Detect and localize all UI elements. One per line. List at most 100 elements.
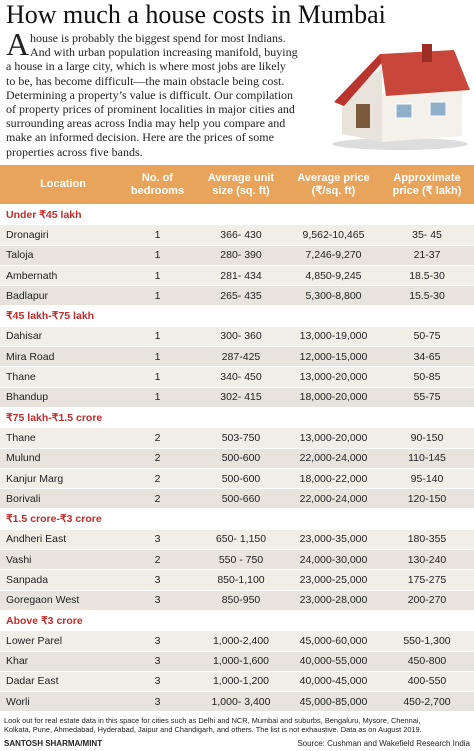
cell: 18,000-22,000: [299, 472, 368, 485]
cell: 45,000-85,000: [299, 695, 368, 708]
band-name: ₹1.5 crore-₹3 crore: [6, 513, 102, 526]
header-line: Approximate: [393, 171, 461, 184]
cell: 3: [154, 573, 161, 586]
cell: 1: [154, 249, 161, 262]
cell: 1: [154, 391, 161, 404]
footnote: Look out for real estate data in this sp…: [4, 716, 422, 734]
cell: 265- 435: [220, 289, 262, 302]
header-line: Average unit: [207, 171, 275, 184]
intro-line: house is probably the biggest spend for …: [30, 31, 286, 45]
table-row: Bhandup 1 302- 415 18,000-20,000 55-75: [0, 387, 474, 408]
cell: 40,000-55,000: [299, 655, 368, 668]
cell: Worli: [6, 695, 30, 708]
cell: 850-1,100: [217, 573, 265, 586]
cell: 13,000-19,000: [299, 330, 368, 343]
cell: 50-85: [413, 371, 441, 384]
cell: 1,000- 3,400: [211, 695, 271, 708]
cell: 12,000-15,000: [299, 350, 368, 363]
cell: 1,000-1,200: [212, 675, 270, 688]
column-header: Location: [0, 178, 120, 191]
cell: 23,000-28,000: [299, 594, 368, 607]
cell: 23,000-35,000: [299, 533, 368, 546]
note-line: Look out for real estate data in this sp…: [4, 716, 421, 725]
cell: 9,562-10,465: [302, 228, 365, 241]
cell: Bhandup: [6, 391, 49, 404]
cell: 130-240: [407, 553, 447, 566]
cell: 1: [154, 350, 161, 363]
title: How much a house costs in Mumbai: [6, 0, 386, 29]
table-row: Thane 1 340- 450 13,000-20,000 50-85: [0, 367, 474, 388]
table-row: Badlapur 1 265- 435 5,300-8,800 15.5-30: [0, 286, 474, 307]
column-header: Average unit size (sq. ft): [195, 172, 287, 198]
cell: 2: [154, 431, 161, 444]
cell: Sanpada: [6, 573, 49, 586]
header-line: Average price: [297, 171, 370, 184]
column-header: No. of bedrooms: [120, 172, 195, 198]
cell: 503-750: [221, 431, 261, 444]
cell: 281- 434: [220, 269, 262, 282]
table-row: Ambernath 1 281- 434 4,850-9,245 18.5-30: [0, 265, 474, 287]
price-table: Location No. of bedrooms Average unit size (…: [0, 165, 474, 713]
intro-line: a house in a large city, which is where …: [6, 59, 286, 74]
cell: 120-150: [407, 492, 447, 505]
cell: 1: [154, 228, 161, 241]
drop-cap: A: [6, 26, 30, 62]
cell: Lower Parel: [6, 634, 63, 647]
cell: 500-600: [221, 452, 261, 465]
intro: A house is probably the biggest spend fo…: [6, 26, 336, 159]
cell: 1: [154, 371, 161, 384]
table-row: Mulund 2 500-600 22,000-24,000 110-145: [0, 448, 474, 469]
cell: 22,000-24,000: [299, 452, 368, 465]
cell: 50-75: [413, 330, 441, 343]
cell: 850-950: [221, 594, 261, 607]
band-row: Above ₹3 crore: [0, 610, 474, 632]
cell: 110-145: [408, 452, 446, 465]
table-row: Kanjur Marg 2 500-600 18,000-22,000 95-140: [0, 468, 474, 490]
cell: Mulund: [6, 452, 41, 465]
intro-line: And with urban population increasing man…: [30, 45, 298, 60]
band-name: Above ₹3 crore: [6, 614, 83, 627]
cell: 34-65: [413, 350, 441, 363]
cell: 500-660: [221, 492, 261, 505]
cell: Thane: [6, 371, 36, 384]
cell: 1,000-2,400: [212, 634, 270, 647]
band-name: ₹75 lakh-₹1.5 crore: [6, 411, 103, 424]
cell: 650- 1,150: [215, 533, 267, 546]
table-row: Dronagiri 1 366- 430 9,562-10,465 35- 45: [0, 225, 474, 246]
cell: 450-2,700: [403, 695, 451, 708]
header-line: size (sq. ft): [212, 184, 270, 197]
intro-line: surrounding areas across India may help …: [6, 116, 286, 131]
cell: 550-1,300: [403, 634, 451, 647]
cell: 45,000-60,000: [299, 634, 368, 647]
cell: Ambernath: [6, 269, 58, 282]
house-illustration: [332, 44, 470, 150]
band-row: Under ₹45 lakh: [0, 205, 474, 226]
cell: 1: [154, 330, 161, 343]
cell: 280- 390: [220, 249, 262, 262]
table-row: Lower Parel 3 1,000-2,400 45,000-60,000 550-…: [0, 631, 474, 652]
cell: 2: [154, 472, 161, 485]
cell: 3: [154, 675, 161, 688]
table-row: Worli 3 1,000- 3,400 45,000-85,000 450-2,700: [0, 692, 474, 713]
intro-line: of property prices of prominent localiti…: [6, 102, 295, 117]
column-header: Approximate price (₹ lakh): [380, 172, 474, 198]
cell: Dronagiri: [6, 228, 49, 241]
cell: 2: [154, 553, 161, 566]
cell: 450-800: [407, 655, 447, 668]
cell: 340- 450: [220, 371, 262, 384]
column-header: Average price (₹/sq. ft): [287, 172, 380, 198]
cell: 3: [154, 594, 161, 607]
intro-line: properties across five bands.: [6, 144, 143, 159]
table-row: Dahisar 1 300- 360 13,000-19,000 50-75: [0, 326, 474, 348]
table-row: Thane 2 503-750 13,000-20,000 90-150: [0, 428, 474, 449]
intro-line: make an informed decision. Here are the …: [6, 130, 274, 145]
band-row: ₹75 lakh-₹1.5 crore: [0, 407, 474, 429]
cell: Mira Road: [6, 350, 55, 363]
table-row: Khar 3 1,000-1,600 40,000-55,000 450-800: [0, 651, 474, 672]
cell: 180-355: [407, 533, 447, 546]
band-row: ₹45 lakh-₹75 lakh: [0, 306, 474, 327]
cell: Vashi: [6, 553, 32, 566]
cell: 366- 430: [220, 228, 262, 241]
header-line: No. of: [141, 171, 174, 184]
